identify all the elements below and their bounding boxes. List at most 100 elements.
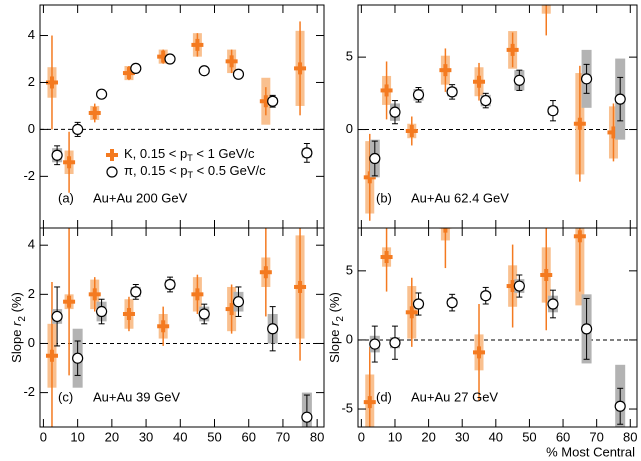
x-tick-label: 30: [455, 429, 469, 444]
x-tick-label: 60: [241, 429, 255, 444]
legend-sub: T: [188, 170, 194, 180]
circle-marker: [164, 53, 176, 65]
cross-marker: [443, 64, 448, 77]
y-tick-label: -2: [23, 168, 35, 183]
circle-marker: [130, 286, 142, 298]
y-tick-label: -2: [23, 384, 35, 399]
cross-marker: [367, 171, 372, 184]
circle-marker: [95, 305, 108, 318]
cross-marker: [161, 320, 166, 333]
cross-marker: [477, 75, 482, 88]
legend-sub: T: [187, 153, 193, 163]
legend-label: K, 0.15 < pT < 1 GeV/c: [124, 146, 255, 163]
cross-marker: [611, 126, 616, 139]
panel: [40, 21, 324, 193]
circle-marker: [267, 95, 279, 107]
y-label-unit: (%): [327, 292, 342, 316]
panel: [40, 228, 324, 427]
y-tick-label: 4: [28, 237, 35, 252]
cross-marker: [443, 228, 448, 233]
legend-text: < 1 GeV/c: [193, 146, 255, 161]
legend-marker: [106, 166, 118, 178]
x-tick-label: 80: [623, 429, 637, 444]
y-tick-label: 4: [28, 27, 35, 42]
panel-label: (c): [58, 389, 73, 404]
y-axis-label: Slope r2 (%): [327, 292, 345, 363]
circle-marker: [198, 308, 210, 320]
x-tick-label: 60: [556, 429, 570, 444]
x-tick-label: 70: [589, 429, 603, 444]
x-tick-label: 20: [105, 429, 119, 444]
circle-marker: [232, 296, 245, 308]
y-tick-label: 0: [28, 335, 35, 350]
y-tick-label: 0: [346, 331, 353, 346]
x-tick-label: 10: [70, 429, 84, 444]
circle-marker: [95, 88, 108, 100]
x-tick-label: 50: [207, 429, 221, 444]
panel-system: Au+Au 62.4 GeV: [411, 190, 509, 205]
y-tick-label: 0: [346, 121, 353, 136]
cross-marker: [49, 76, 54, 89]
x-tick-label: 40: [173, 429, 187, 444]
panel-system: Au+Au 200 GeV: [93, 190, 188, 205]
circle-marker: [51, 310, 63, 323]
circle-marker: [513, 280, 525, 292]
circle-marker: [301, 147, 313, 159]
y-label-sub: 2: [335, 316, 346, 322]
circle-marker: [446, 86, 458, 98]
cross-marker: [298, 62, 303, 75]
panel-system: Au+Au 39 GeV: [93, 389, 180, 404]
cross-marker: [67, 295, 72, 308]
cross-marker: [409, 306, 414, 319]
x-tick-label: 0: [40, 429, 47, 444]
y-label-unit: (%): [9, 292, 24, 316]
cross-marker: [367, 396, 372, 409]
cross-marker: [384, 251, 389, 264]
panel-label: (a): [58, 190, 74, 205]
cross-marker: [126, 307, 131, 320]
circle-marker: [412, 298, 425, 310]
circle-marker: [164, 278, 176, 291]
cross-marker: [92, 288, 97, 301]
cross-marker: [477, 346, 482, 359]
cross-marker: [126, 67, 131, 80]
circle-marker: [51, 149, 63, 161]
x-tick-label: 20: [421, 429, 435, 444]
y-label-sub: 2: [17, 316, 28, 322]
circle-marker: [130, 62, 142, 74]
y-label-text: Slope: [9, 326, 24, 363]
circle-marker: [369, 338, 381, 350]
circle-marker: [72, 352, 84, 364]
circle-marker: [369, 152, 381, 165]
circle-marker: [389, 106, 401, 118]
circle-marker: [446, 297, 458, 309]
panel-system: Au+Au 27 GeV: [411, 389, 498, 404]
x-tick-label: 50: [522, 429, 536, 444]
circle-marker: [547, 298, 559, 310]
circle-marker: [480, 290, 492, 302]
x-tick-label: 30: [139, 429, 153, 444]
cross-marker: [263, 266, 268, 279]
cross-marker: [544, 268, 549, 281]
circle-marker: [301, 411, 313, 423]
circle-marker: [513, 74, 525, 86]
circle-marker: [198, 65, 210, 77]
panel: [358, 228, 637, 427]
cross-marker: [510, 43, 515, 56]
frame: [357, 227, 638, 428]
legend-text: < 0.5 GeV/c: [193, 163, 266, 178]
x-tick-label: 80: [310, 429, 324, 444]
circle-marker: [412, 89, 425, 101]
cross-marker: [298, 280, 303, 293]
x-tick-label: 40: [489, 429, 503, 444]
y-tick-label: -5: [341, 400, 353, 415]
x-tick-label: 10: [388, 429, 402, 444]
cross-marker: [577, 230, 582, 243]
y-tick-label: 0: [28, 121, 35, 136]
panel-label: (d): [376, 389, 392, 404]
y-label-text: Slope: [327, 326, 342, 363]
y-tick-label: 2: [28, 74, 35, 89]
circle-marker: [614, 400, 626, 412]
frame: [39, 227, 325, 428]
y-label-var: r: [9, 321, 24, 326]
